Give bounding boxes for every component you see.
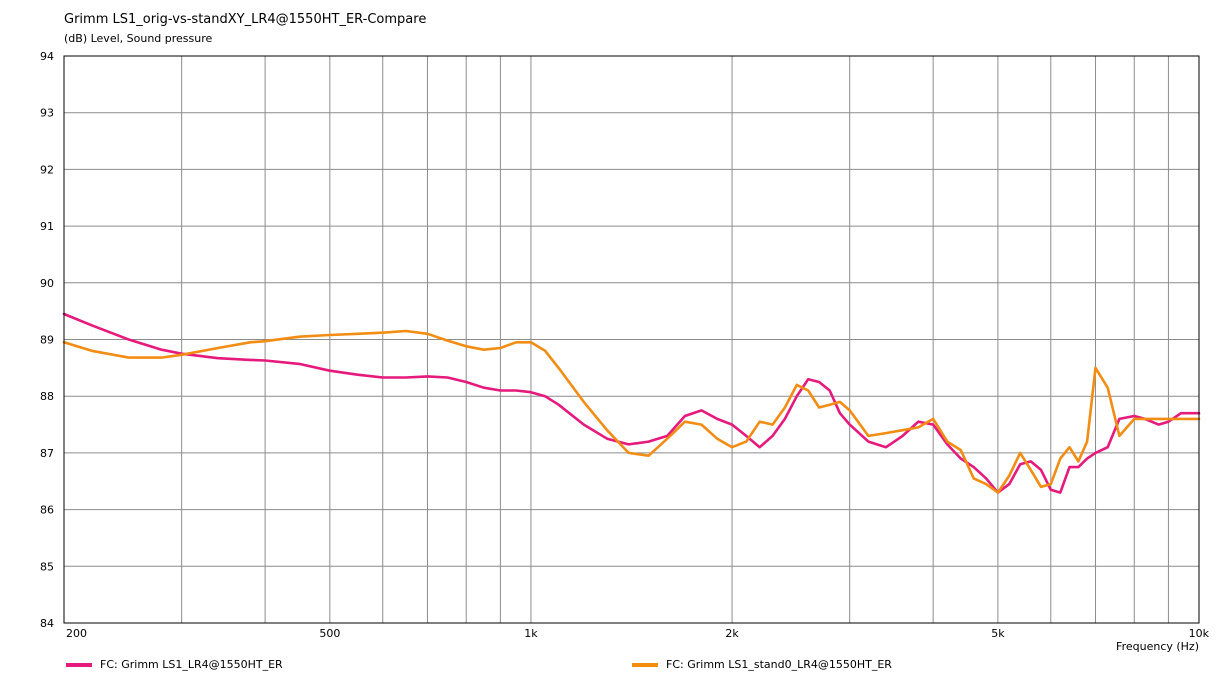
plot-frame: [63, 55, 1200, 624]
y-tick-label: 85: [40, 560, 54, 573]
legend-swatch-series-1: [66, 662, 92, 667]
y-tick-label: 84: [40, 617, 54, 630]
y-tick-label: 87: [40, 447, 54, 460]
x-tick-label: 2k: [725, 627, 739, 640]
x-tick-label: 1k: [524, 627, 538, 640]
grid-lines: [64, 56, 1199, 623]
x-tick-label: 500: [319, 627, 340, 640]
series-lines: [62, 312, 1201, 494]
y-tick-label: 90: [40, 277, 54, 290]
legend-swatch-series-2: [632, 662, 658, 667]
legend-label-series-2: FC: Grimm LS1_stand0_LR4@1550HT_ER: [666, 658, 892, 671]
x-tick-label: 10k: [1189, 627, 1210, 640]
y-tick-label: 91: [40, 220, 54, 233]
y-tick-label: 93: [40, 107, 54, 120]
legend-item-series-2: FC: Grimm LS1_stand0_LR4@1550HT_ER: [632, 658, 892, 671]
y-tick-label: 86: [40, 504, 54, 517]
y-tick-label: 92: [40, 163, 54, 176]
legend-item-series-1: FC: Grimm LS1_LR4@1550HT_ER: [66, 658, 283, 671]
x-tick-label: 200: [66, 627, 87, 640]
series-line-1: [62, 312, 1201, 494]
y-tick-label: 94: [40, 50, 54, 63]
y-axis-label: (dB) Level, Sound pressure: [64, 32, 213, 45]
y-tick-label: 89: [40, 334, 54, 347]
y-tick-labels: 84 85 86 87 88 89 90 91 92 93 94: [40, 50, 54, 630]
series-line-2: [62, 329, 1201, 494]
legend-label-series-1: FC: Grimm LS1_LR4@1550HT_ER: [100, 658, 283, 671]
y-tick-label: 88: [40, 390, 54, 403]
x-tick-label: 5k: [991, 627, 1005, 640]
x-tick-labels: 200 500 1k 2k 5k 10k: [66, 627, 1210, 640]
chart-title: Grimm LS1_orig-vs-standXY_LR4@1550HT_ER-…: [64, 12, 427, 27]
